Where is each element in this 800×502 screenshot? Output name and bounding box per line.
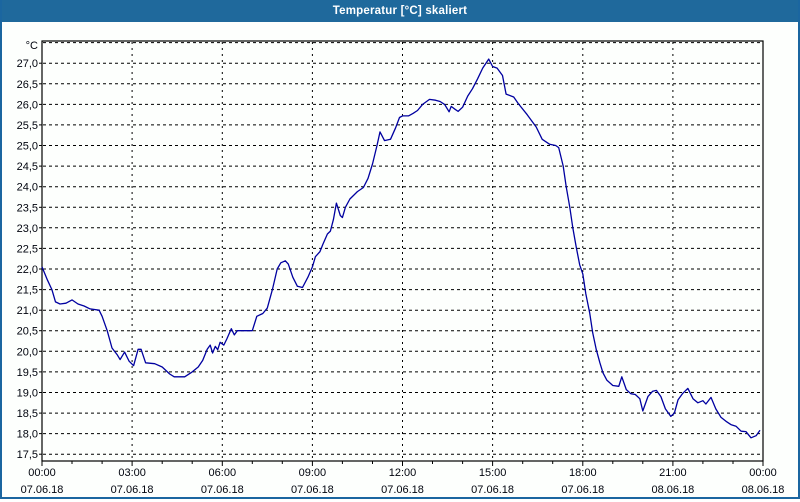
y-tick-label: 18,0 <box>17 429 38 441</box>
x-tick-time-label: 21:00 <box>659 467 687 479</box>
y-tick-label: 19,5 <box>17 367 38 379</box>
x-tick-time-label: 12:00 <box>389 467 417 479</box>
x-tick-date-label: 08.06.18 <box>651 484 694 496</box>
x-tick-time-label: 00:00 <box>28 467 56 479</box>
x-tick-time-label: 18:00 <box>569 467 597 479</box>
y-tick-label: 18,5 <box>17 408 38 420</box>
y-tick-label: 21,0 <box>17 305 38 317</box>
x-tick-date-label: 07.06.18 <box>201 484 244 496</box>
x-tick-date-label: 07.06.18 <box>561 484 604 496</box>
y-tick-label: 22,5 <box>17 243 38 255</box>
y-tick-label: 25,0 <box>17 141 38 153</box>
chart-area: 27,0 26,5 26,0 25,5 25,0 24,5 24,0 23,5 23,0 22,5… <box>2 22 798 497</box>
x-tick-date-label: 07.06.18 <box>21 484 64 496</box>
x-tick-date-label: 07.06.18 <box>111 484 154 496</box>
y-tick-label: 23,0 <box>17 223 38 235</box>
x-tick-time-label: 00:00 <box>749 467 777 479</box>
y-tick-label: 22,0 <box>17 264 38 276</box>
x-tick-time-label: 06:00 <box>209 467 237 479</box>
y-tick-label: 26,5 <box>17 79 38 91</box>
y-tick-label: 23,5 <box>17 202 38 214</box>
x-tick-time-label: 15:00 <box>479 467 507 479</box>
y-axis-unit-label: °C <box>26 40 38 52</box>
x-tick-date-label: 07.06.18 <box>291 484 334 496</box>
x-tick-time-label: 09:00 <box>299 467 327 479</box>
x-tick-date-label: 08.06.18 <box>742 484 785 496</box>
y-tick-label: 20,0 <box>17 346 38 358</box>
y-tick-label: 24,0 <box>17 182 38 194</box>
x-tick-date-label: 07.06.18 <box>471 484 514 496</box>
window-titlebar[interactable]: Temperatur [°C] skaliert <box>2 0 798 22</box>
y-tick-label: 21,5 <box>17 285 38 297</box>
y-tick-label: 19,0 <box>17 388 38 400</box>
y-tick-label: 17,5 <box>17 449 38 461</box>
y-tick-label: 25,5 <box>17 120 38 132</box>
window-title: Temperatur [°C] skaliert <box>332 5 468 17</box>
y-tick-label: 26,0 <box>17 99 38 111</box>
y-tick-label: 20,5 <box>17 326 38 338</box>
y-tick-label: 24,5 <box>17 161 38 173</box>
temperature-line-chart: 27,0 26,5 26,0 25,5 25,0 24,5 24,0 23,5 23,0 22,5… <box>17 40 785 496</box>
x-tick-time-label: 03:00 <box>118 467 146 479</box>
temperature-series-line <box>41 58 761 439</box>
x-tick-date-label: 07.06.18 <box>381 484 424 496</box>
y-tick-label: 27,0 <box>17 58 38 70</box>
